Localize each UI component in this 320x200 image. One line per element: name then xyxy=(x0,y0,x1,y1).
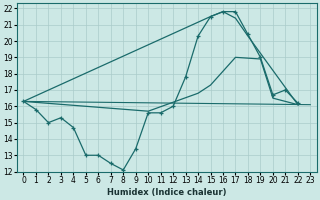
X-axis label: Humidex (Indice chaleur): Humidex (Indice chaleur) xyxy=(107,188,227,197)
